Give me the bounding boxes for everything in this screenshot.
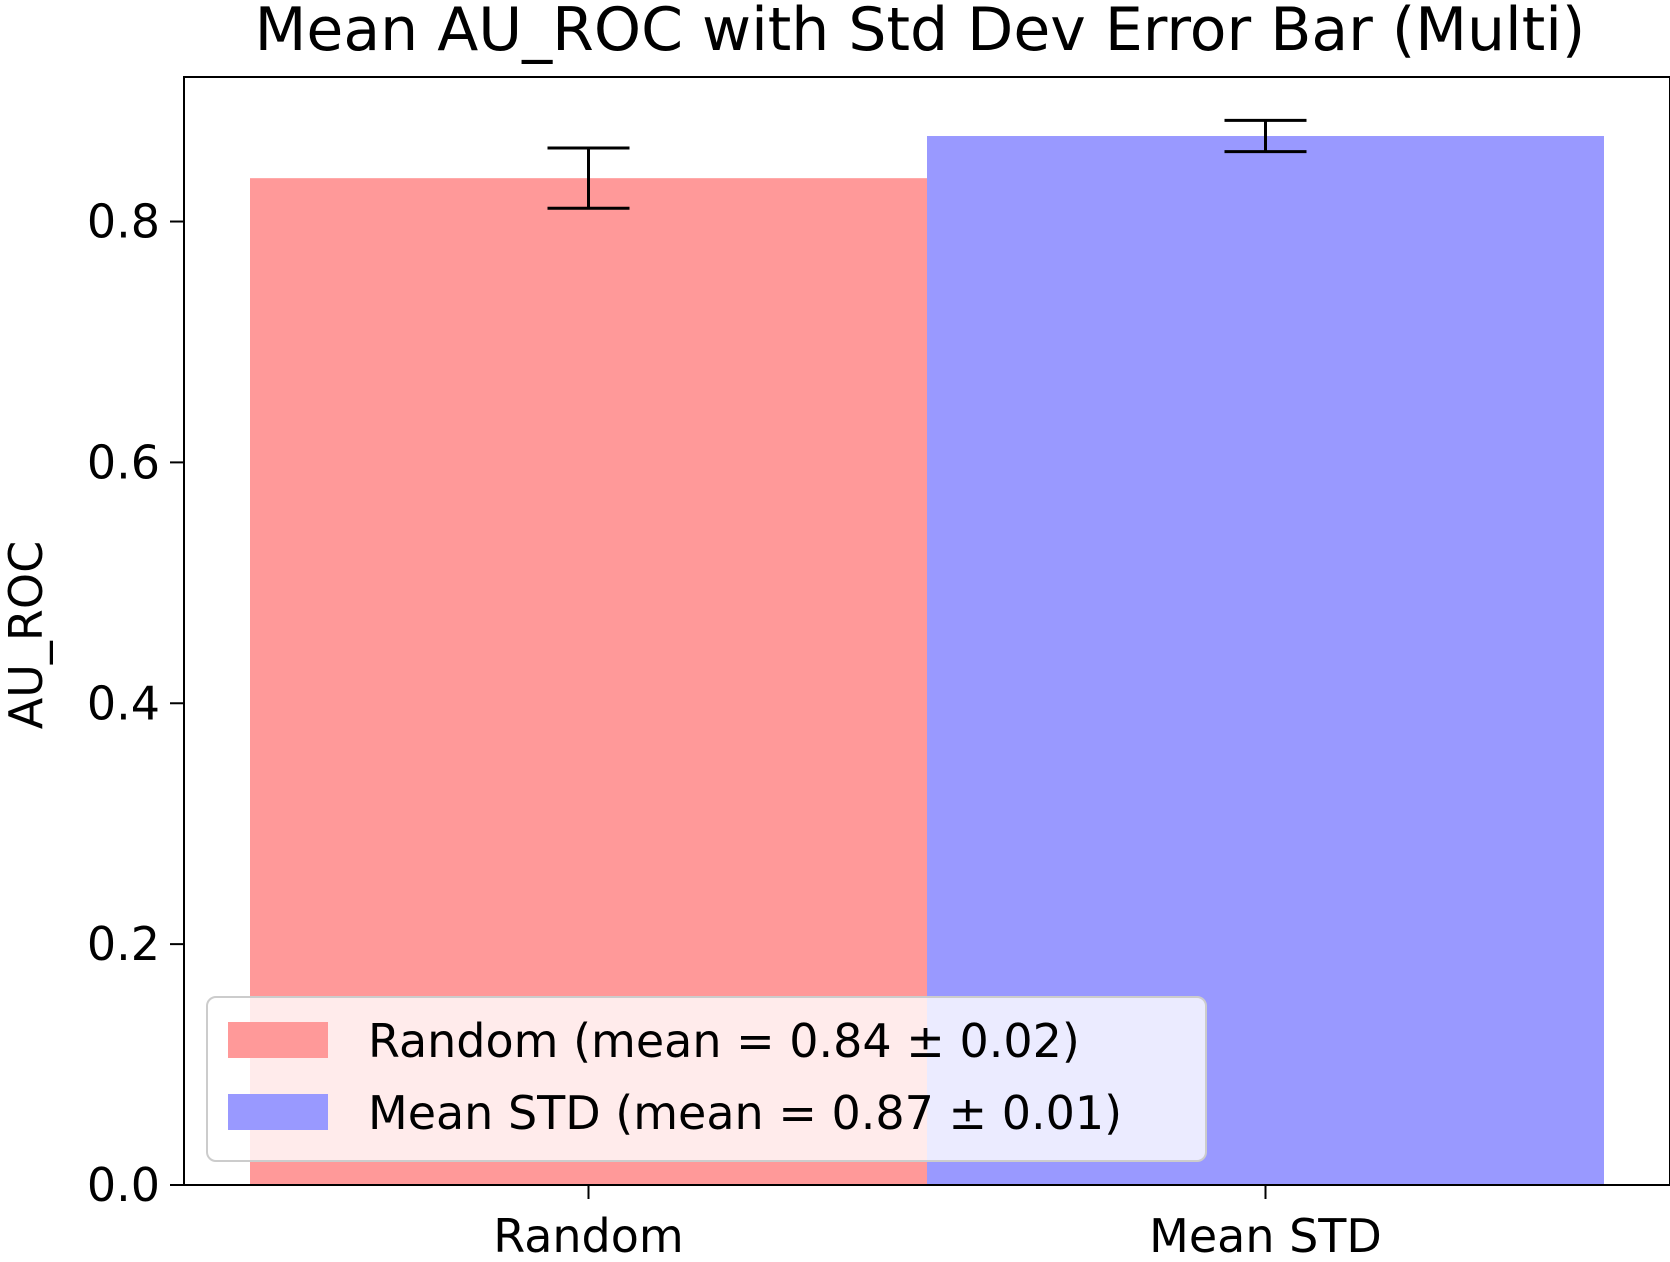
legend-swatch: [228, 1022, 328, 1058]
axes-layer: Random Mean STD 0.0 0.2 0.4 0.6 0.8: [87, 76, 1670, 1262]
y-axis-label: AU_ROC: [0, 541, 53, 729]
legend-label: Mean STD (mean = 0.87 ± 0.01): [368, 1086, 1122, 1140]
error-bars-layer: [547, 118, 1307, 210]
y-tick-label: 0.8: [87, 195, 160, 249]
y-tick-label: 0.6: [87, 435, 160, 489]
legend-box: [206, 996, 1207, 1162]
plot-frame: [183, 76, 1670, 1186]
legend-swatch: [228, 1094, 328, 1130]
legend-label: Random (mean = 0.84 ± 0.02): [368, 1014, 1080, 1068]
x-tick-label: Mean STD: [1149, 1209, 1382, 1262]
chart-title: Mean AU_ROC with Std Dev Error Bar (Mult…: [255, 0, 1586, 65]
legend: Random (mean = 0.84 ± 0.02) Mean STD (mea…: [206, 996, 1207, 1162]
y-tick-label: 0.2: [87, 917, 160, 971]
y-tick-label: 0.0: [87, 1158, 160, 1212]
bars-layer: [250, 136, 1604, 1185]
y-tick-label: 0.4: [87, 676, 160, 730]
x-tick-label: Random: [493, 1209, 683, 1262]
